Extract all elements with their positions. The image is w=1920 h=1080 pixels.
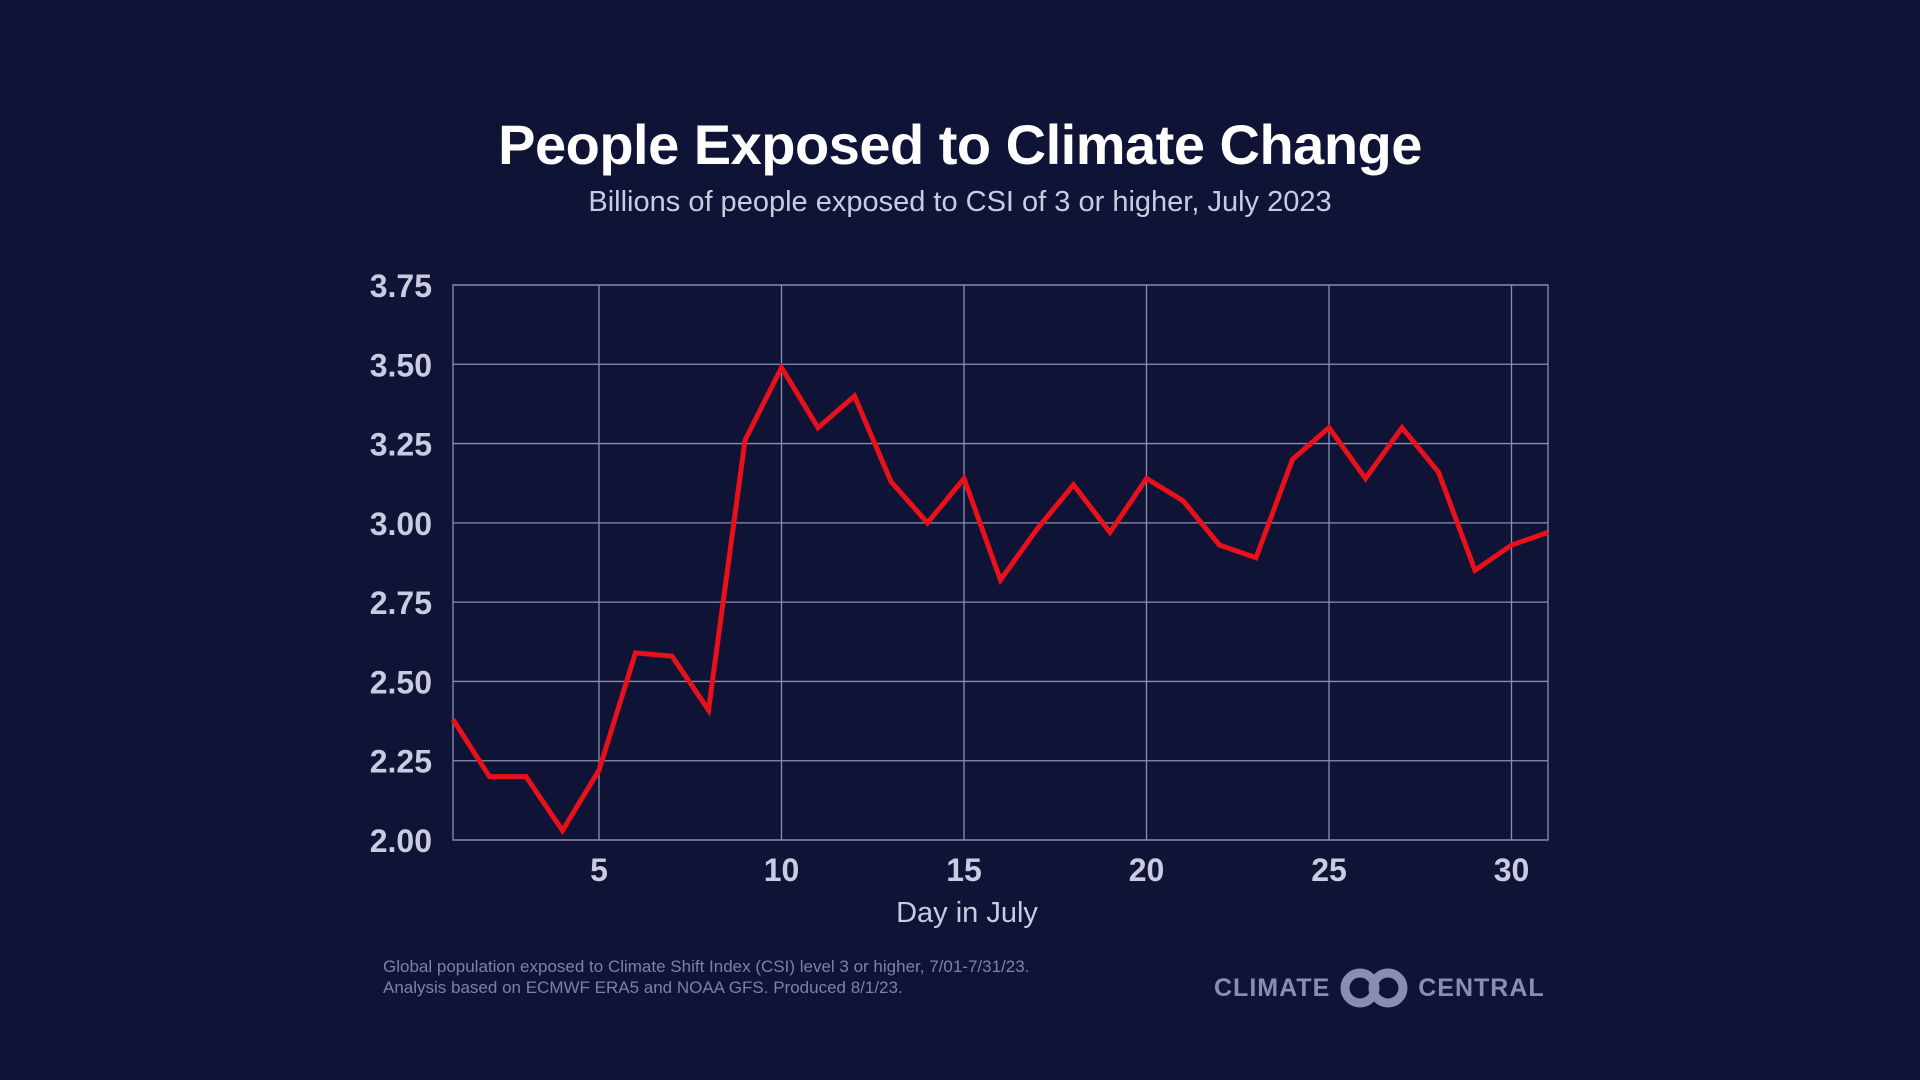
logo-text-left: CLIMATE xyxy=(1214,973,1331,1002)
y-tick-label: 3.00 xyxy=(370,506,432,542)
footer-line-1: Global population exposed to Climate Shi… xyxy=(383,957,1030,976)
y-tick-label: 3.75 xyxy=(370,268,432,304)
footer-note: Global population exposed to Climate Shi… xyxy=(383,956,1029,998)
logo-text-right: CENTRAL xyxy=(1418,973,1545,1002)
grid xyxy=(452,284,1549,841)
chart-subtitle: Billions of people exposed to CSI of 3 o… xyxy=(588,186,1332,218)
x-tick-label: 5 xyxy=(590,852,608,888)
y-tick-label: 2.25 xyxy=(370,744,432,780)
x-tick-label: 20 xyxy=(1129,852,1165,888)
series-line xyxy=(450,362,1549,836)
chart-title: People Exposed to Climate Change xyxy=(498,113,1422,176)
x-tick-label: 25 xyxy=(1311,852,1347,888)
x-tick-label: 10 xyxy=(764,852,800,888)
x-tick-label: 30 xyxy=(1494,852,1530,888)
y-tick-label: 2.50 xyxy=(370,664,432,700)
y-tick-label: 2.75 xyxy=(370,585,432,621)
y-tick-label: 2.00 xyxy=(370,823,432,859)
x-tick-label: 15 xyxy=(946,852,982,888)
footer-line-2: Analysis based on ECMWF ERA5 and NOAA GF… xyxy=(383,978,903,997)
y-tick-label: 3.50 xyxy=(370,347,432,383)
plot-frame xyxy=(452,284,1549,841)
climate-central-logo: CLIMATE CENTRAL xyxy=(1214,968,1545,1008)
infinity-rings-icon xyxy=(1340,968,1408,1008)
x-axis-ticks: 5 10 15 20 25 30 xyxy=(590,852,1529,888)
y-axis-ticks: 2.00 2.25 2.50 2.75 3.00 3.25 3.50 3.75 xyxy=(370,268,432,859)
y-tick-label: 3.25 xyxy=(370,427,432,463)
x-axis-label: Day in July xyxy=(896,897,1038,929)
